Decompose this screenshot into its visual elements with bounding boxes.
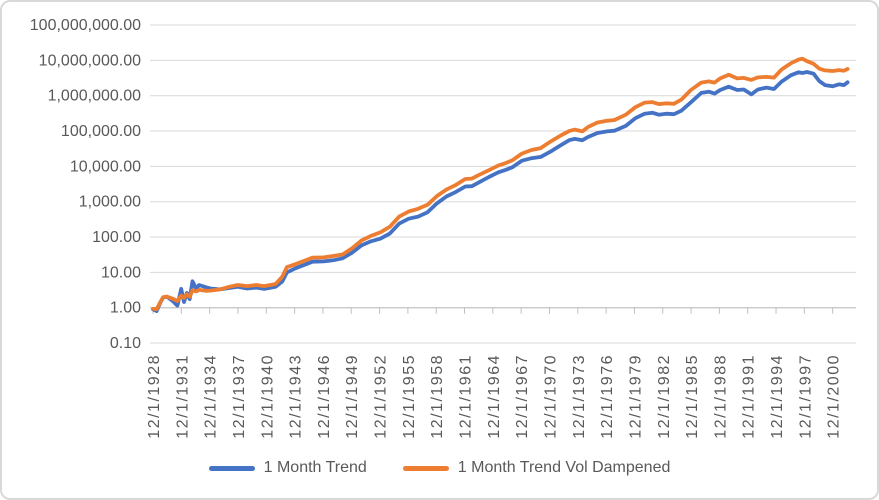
legend-label-1-month-trend-vol-dampened: 1 Month Trend Vol Dampened	[457, 459, 671, 476]
x-tick-label: 12/1/1991	[741, 354, 758, 439]
y-tick-label: 10,000,000.00	[39, 52, 141, 69]
x-tick-label: 12/1/1967	[514, 354, 531, 439]
x-tick-label: 12/1/1973	[571, 354, 588, 439]
x-tick-label: 12/1/1988	[712, 354, 729, 439]
y-tick-label: 100.00	[92, 229, 141, 246]
legend-label-1-month-trend: 1 Month Trend	[263, 459, 367, 476]
x-tick-label: 12/1/1970	[542, 354, 559, 439]
x-tick-label: 12/1/1928	[146, 354, 163, 439]
x-tick-label: 12/1/1946	[316, 354, 333, 439]
x-tick-label: 12/1/1982	[656, 354, 673, 439]
y-tick-label: 10,000.00	[70, 158, 141, 175]
x-tick-label: 12/1/1931	[174, 354, 191, 439]
x-tick-label: 12/1/1952	[373, 354, 390, 439]
x-tick-label: 12/1/1943	[288, 354, 305, 439]
legend-item-1-month-trend-vol-dampened[interactable]: 1 Month Trend Vol Dampened	[402, 459, 671, 477]
x-tick-label: 12/1/1961	[458, 354, 475, 439]
gridlines	[150, 24, 856, 344]
y-tick-label: 1,000,000.00	[48, 88, 142, 105]
x-tick-label: 12/1/1958	[429, 354, 446, 439]
x-tick-label: 12/1/1934	[203, 354, 220, 439]
x-tick-label: 12/1/1976	[599, 354, 616, 439]
x-axis-tick-marks	[152, 307, 834, 314]
legend-item-1-month-trend[interactable]: 1 Month Trend	[208, 459, 367, 477]
chart-legend: 1 Month Trend 1 Month Trend Vol Dampened	[2, 453, 877, 483]
y-tick-label: 0.10	[110, 335, 141, 352]
y-tick-label: 100,000.00	[61, 123, 141, 140]
series-1-month-trend-vol-dampened[interactable]	[151, 56, 850, 312]
y-tick-label: 1.00	[110, 300, 141, 317]
x-tick-label: 12/1/1997	[797, 354, 814, 439]
x-tick-label: 12/1/1979	[627, 354, 644, 439]
y-tick-label: 1,000.00	[79, 194, 141, 211]
x-tick-label: 12/1/1940	[259, 354, 276, 439]
x-tick-label: 12/1/1949	[344, 354, 361, 439]
y-tick-label: 10.00	[101, 264, 141, 281]
series-1-month-trend[interactable]	[151, 70, 850, 314]
y-tick-label: 100,000,000.00	[30, 17, 141, 34]
x-tick-label: 12/1/1994	[769, 354, 786, 439]
x-axis-labels: 12/1/1928 12/1/1931 12/1/1934 12/1/1937 12/1…	[146, 354, 843, 439]
legend-line-swatch-blue	[208, 465, 255, 471]
x-tick-label: 12/1/1937	[231, 354, 248, 439]
x-tick-label: 12/1/1955	[401, 354, 418, 439]
x-tick-label: 12/1/1985	[684, 354, 701, 439]
y-axis-labels: 100,000,000.00 10,000,000.00 1,000,000.00 1…	[30, 17, 141, 352]
x-tick-label: 12/1/1964	[486, 354, 503, 439]
x-tick-label: 12/1/2000	[826, 354, 843, 439]
legend-line-swatch-orange	[402, 465, 449, 471]
